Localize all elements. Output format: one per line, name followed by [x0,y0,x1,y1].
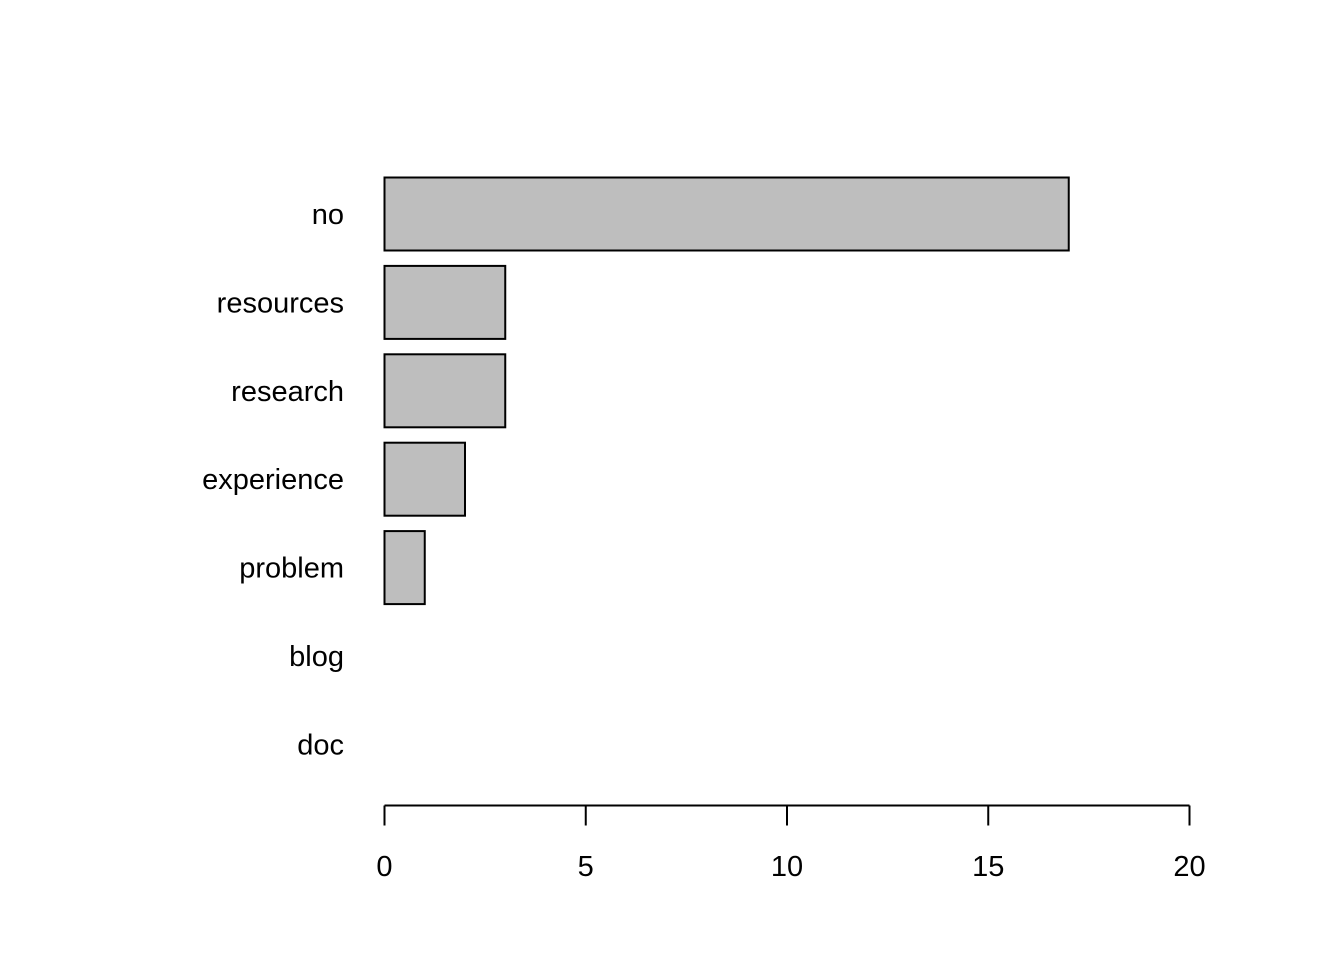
x-tick-label-0: 0 [376,851,392,883]
bar-problem [383,530,426,606]
x-tick-label-20: 20 [1173,851,1205,883]
category-label-research: research [231,376,344,408]
category-label-blog: blog [289,641,344,673]
x-tick-label-15: 15 [972,851,1004,883]
x-tick-label-5: 5 [578,851,594,883]
x-tick-label-10: 10 [771,851,803,883]
category-label-resources: resources [217,287,344,319]
category-label-experience: experience [202,464,344,496]
bars-group [383,176,1070,606]
bar-resources [383,264,507,340]
bar-research [383,353,507,429]
category-label-doc: doc [297,729,344,761]
category-label-problem: problem [239,553,344,585]
bar-experience [383,441,466,517]
bar-no [383,176,1070,252]
category-labels-group: no resources research experience problem blog… [202,199,344,761]
category-label-no: no [312,199,344,231]
x-axis: 0 5 10 15 20 [376,804,1206,883]
